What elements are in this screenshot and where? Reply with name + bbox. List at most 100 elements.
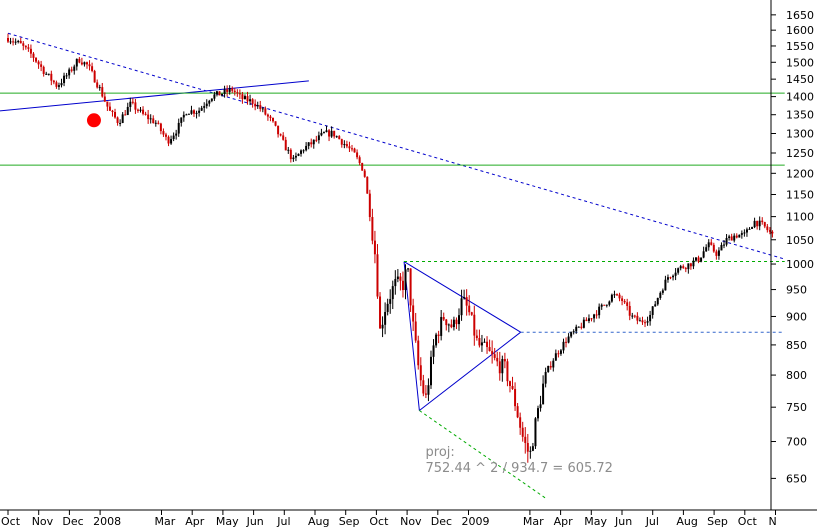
candle-body xyxy=(277,125,280,135)
candle-body xyxy=(710,242,713,245)
long-downtrend-line xyxy=(7,32,785,260)
candle-body xyxy=(524,436,527,444)
candle-body xyxy=(136,109,139,111)
candle-body xyxy=(353,148,356,153)
candle-body xyxy=(480,342,483,346)
candle-body xyxy=(83,62,86,65)
candle-body xyxy=(78,58,81,63)
candle-body xyxy=(768,230,771,232)
candle-body xyxy=(621,298,624,301)
candle-body xyxy=(552,360,555,368)
candle-body xyxy=(226,89,229,92)
candle-body xyxy=(29,48,32,54)
x-tick-label: Dec xyxy=(62,515,83,527)
candle-body xyxy=(437,334,440,336)
candle-body xyxy=(631,315,634,317)
projection-note-line-2: 752.44 ^ 2 / 934.7 = 605.72 xyxy=(426,461,613,476)
candle-body xyxy=(65,75,68,77)
candle-body xyxy=(238,93,241,95)
candle-body xyxy=(697,257,700,262)
candle-body xyxy=(633,315,636,317)
candle-body xyxy=(460,298,463,316)
candle-body xyxy=(108,106,111,111)
x-tick-label: Dec xyxy=(431,515,452,527)
candle-body xyxy=(345,144,348,147)
candle-body xyxy=(312,139,315,145)
candle-body xyxy=(193,110,196,114)
candle-body xyxy=(32,53,35,58)
candle-body xyxy=(60,83,63,86)
candle-body xyxy=(91,66,94,72)
candle-body xyxy=(287,149,290,151)
candle-body xyxy=(677,268,680,273)
candle-body xyxy=(269,116,272,118)
candle-body xyxy=(694,257,697,261)
candle-body xyxy=(177,122,180,134)
candle-body xyxy=(106,101,109,107)
candle-body xyxy=(728,236,731,238)
candle-body xyxy=(674,272,677,276)
candle-body xyxy=(361,163,364,171)
x-tick-label: Aug xyxy=(676,515,697,527)
candle-body xyxy=(751,227,754,229)
x-tick-label: Sep xyxy=(339,515,360,527)
triangle-lower-line xyxy=(419,331,521,411)
candle-body xyxy=(350,148,353,150)
candle-body xyxy=(700,257,703,262)
signal-marker xyxy=(86,113,101,128)
candle-body xyxy=(254,103,257,107)
candle-body xyxy=(221,93,224,96)
candle-body xyxy=(435,334,438,346)
candle-body xyxy=(121,114,124,123)
candle-body xyxy=(272,117,275,122)
candle-body xyxy=(465,297,468,306)
candle-body xyxy=(539,404,542,409)
candle-body xyxy=(641,320,644,323)
candle-body xyxy=(236,92,239,94)
candle-body xyxy=(424,393,427,395)
candle-body xyxy=(516,406,519,418)
candle-body xyxy=(519,417,522,428)
candle-body xyxy=(210,98,213,101)
candle-body xyxy=(649,314,652,322)
y-tick-label: 1300 xyxy=(786,127,814,140)
candle-body xyxy=(343,144,346,146)
candle-body xyxy=(302,150,305,152)
candle-body xyxy=(27,47,30,49)
candle-body xyxy=(218,91,221,96)
candle-body xyxy=(486,341,489,348)
candle-body xyxy=(396,276,399,280)
candle-body xyxy=(463,297,466,299)
candle-body xyxy=(172,135,175,140)
candle-body xyxy=(429,356,432,386)
candle-body xyxy=(656,297,659,305)
candle-body xyxy=(75,58,78,67)
candle-body xyxy=(119,122,122,124)
candle-body xyxy=(73,66,76,71)
candle-body xyxy=(379,296,382,329)
candle-body xyxy=(743,232,746,234)
candle-body xyxy=(526,443,529,452)
candle-body xyxy=(356,152,359,158)
y-tick-label: 1000 xyxy=(786,258,814,271)
x-tick-label: Apr xyxy=(185,515,205,527)
candle-body xyxy=(603,304,606,306)
candle-body xyxy=(427,385,430,395)
candle-body xyxy=(205,103,208,107)
candle-body xyxy=(93,71,96,83)
candle-body xyxy=(175,133,178,136)
candle-body xyxy=(557,353,560,355)
y-tick-label: 900 xyxy=(786,310,807,323)
candle-body xyxy=(707,242,710,248)
candle-body xyxy=(47,73,50,75)
candle-body xyxy=(771,231,774,234)
candle-body xyxy=(761,220,764,223)
candle-body xyxy=(547,365,550,372)
candle-body xyxy=(45,73,48,75)
y-tick-label: 800 xyxy=(786,369,807,382)
candle-body xyxy=(195,112,198,114)
candle-body xyxy=(159,123,162,132)
